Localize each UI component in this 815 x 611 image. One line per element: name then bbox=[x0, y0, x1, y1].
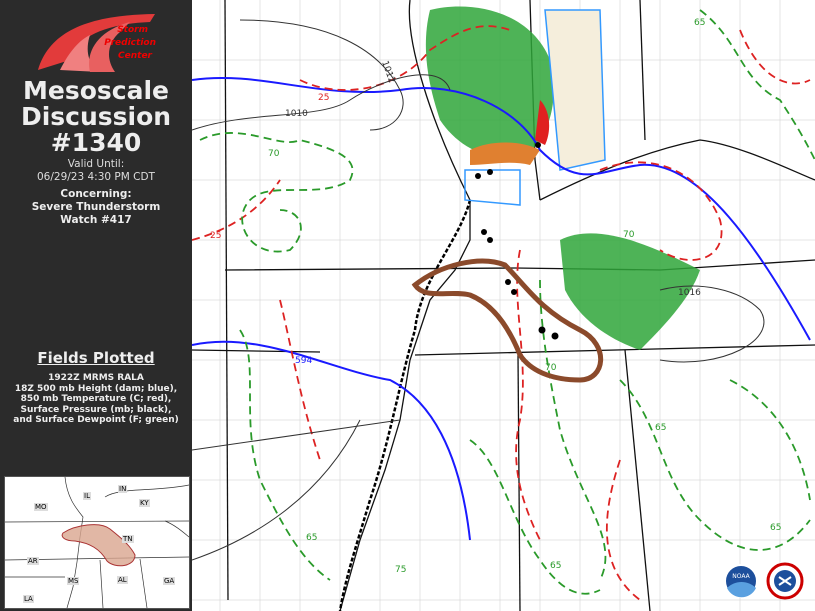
label-height: 594 bbox=[295, 356, 312, 366]
concerning-line2: Watch #417 bbox=[60, 214, 132, 226]
label-dewpoint: 70 bbox=[268, 149, 280, 159]
state-label-ar: AR bbox=[27, 557, 39, 565]
title-line2: Discussion bbox=[20, 102, 172, 131]
concerning-label: Concerning: bbox=[60, 188, 132, 200]
fields-plotted-list: 1922Z MRMS RALA 18Z 500 mb Height (dam; … bbox=[0, 373, 192, 426]
label-dewpoint: 65 bbox=[655, 423, 666, 433]
label-dewpoint: 75 bbox=[395, 565, 406, 575]
label-pressure: 1010 bbox=[285, 109, 308, 119]
state-label-ga: GA bbox=[163, 577, 176, 585]
label-temperature: 25 bbox=[210, 231, 221, 241]
river bbox=[338, 199, 472, 611]
label-pressure: 1016 bbox=[678, 288, 701, 298]
field-line: 18Z 500 mb Height (dam; blue), bbox=[14, 383, 178, 394]
state-label-tn: TN bbox=[122, 535, 134, 543]
state-label-ky: KY bbox=[139, 499, 150, 507]
field-line: Surface Pressure (mb; black), bbox=[20, 404, 172, 415]
label-dewpoint: 65 bbox=[306, 533, 317, 543]
title-line1: Mesoscale bbox=[23, 76, 169, 105]
height-contours bbox=[192, 76, 811, 541]
md-area-outline bbox=[411, 258, 604, 383]
fields-plotted-title: Fields Plotted bbox=[37, 349, 155, 367]
state-label-ms: MS bbox=[67, 577, 80, 585]
field-line: 850 mb Temperature (C; red), bbox=[20, 394, 172, 404]
logo-text-storm: Storm bbox=[117, 25, 148, 35]
noaa-logo-text: NOAA bbox=[732, 573, 750, 580]
label-temperature: 25 bbox=[318, 93, 329, 103]
state-label-il: IL bbox=[83, 492, 91, 500]
dewpoint-contours bbox=[199, 9, 815, 595]
state-label-al: AL bbox=[117, 576, 128, 584]
radar-echoes bbox=[425, 6, 700, 350]
concerning-line1: Severe Thunderstorm bbox=[31, 201, 161, 213]
weather-map: 1012 1010 1016 25 25 594 70 70 70 65 65 … bbox=[192, 0, 815, 611]
label-dewpoint: 65 bbox=[550, 561, 561, 571]
label-dewpoint: 65 bbox=[694, 18, 705, 28]
label-dewpoint: 70 bbox=[623, 230, 635, 240]
valid-label: Valid Until: bbox=[67, 158, 125, 170]
noaa-logo: NOAA bbox=[724, 564, 758, 598]
spc-logo: Storm Prediction Center bbox=[38, 14, 156, 72]
state-label-in: IN bbox=[118, 485, 128, 493]
state-label-mo: MO bbox=[34, 503, 48, 511]
valid-time: 06/29/23 4:30 PM CDT bbox=[37, 171, 155, 183]
field-line: 1922Z MRMS RALA bbox=[48, 373, 144, 383]
logo-text-center: Center bbox=[118, 51, 153, 61]
storm-reports bbox=[475, 142, 559, 340]
field-line: and Surface Dewpoint (F; green) bbox=[13, 415, 179, 425]
pressure-contours bbox=[192, 19, 765, 561]
state-label-la: LA bbox=[23, 595, 34, 603]
state-borders bbox=[192, 0, 815, 611]
label-dewpoint: 65 bbox=[770, 523, 781, 533]
inset-locator-map: MO IL IN KY TN AR MS AL GA LA bbox=[4, 476, 190, 609]
sidebar: Storm Prediction Center Mesoscale Discus… bbox=[0, 0, 192, 611]
label-dewpoint: 70 bbox=[545, 363, 557, 373]
nws-logo bbox=[766, 562, 804, 600]
md-number: #1340 bbox=[50, 128, 142, 157]
logo-text-prediction: Prediction bbox=[104, 38, 156, 48]
